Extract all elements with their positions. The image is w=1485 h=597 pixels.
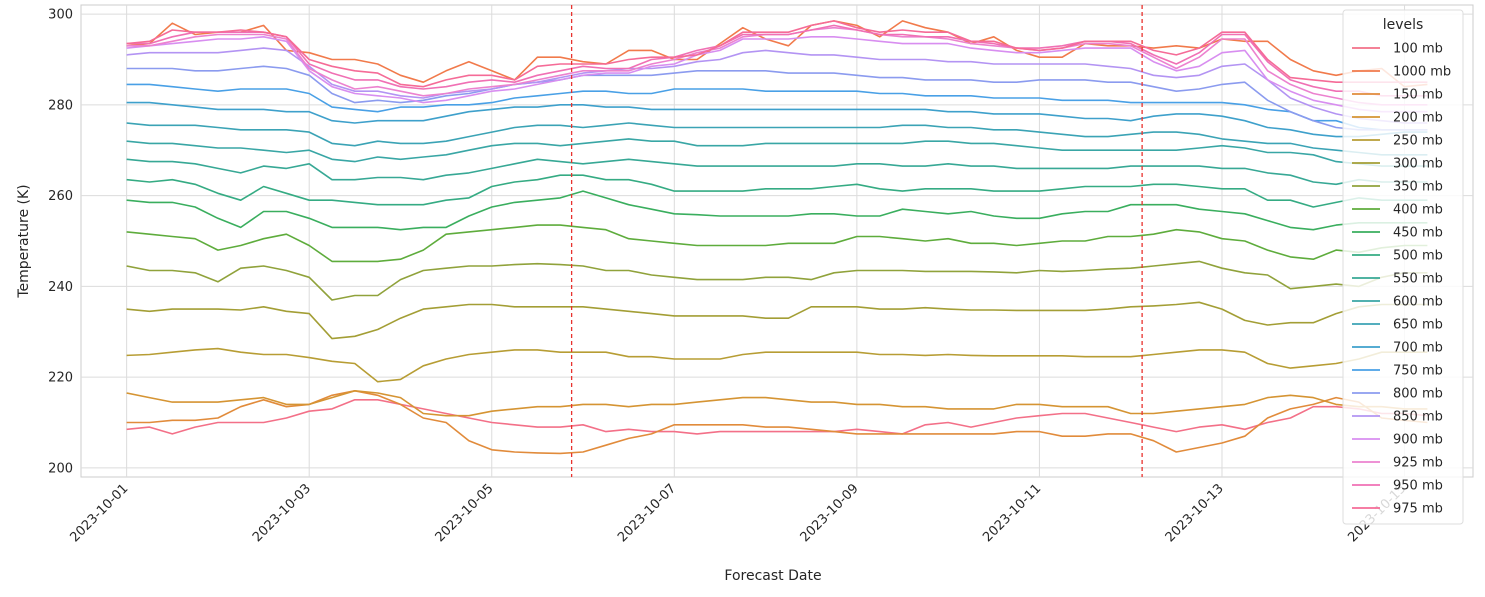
y-tick-label: 200: [48, 461, 73, 476]
x-tick-label: 2023-10-07: [615, 481, 679, 545]
legend-entry-label: 800 mb: [1393, 387, 1443, 402]
y-tick-labels: 200 220 240 260 280 300: [48, 8, 73, 477]
legend-box: [1342, 9, 1464, 525]
series-line-400-mb: [126, 224, 1428, 263]
y-tick-label: 260: [48, 189, 73, 204]
y-axis-label: Temperature (K): [16, 184, 32, 298]
series-line-250-mb: [126, 347, 1428, 383]
forecast-markers: [570, 5, 1143, 477]
series-line-850-mb: [126, 47, 1428, 124]
legend-entry-label: 650 mb: [1393, 318, 1443, 333]
x-axis-label: Forecast Date: [724, 568, 821, 584]
x-tick-label: 2023-10-05: [433, 481, 497, 545]
legend-entry-label: 925 mb: [1393, 456, 1443, 471]
x-tick-label: 2023-10-03: [250, 481, 314, 545]
series-line-750-mb: [126, 83, 1428, 131]
x-tick-label: 2023-10-09: [798, 481, 862, 545]
legend-entry-label: 750 mb: [1393, 364, 1443, 379]
y-tick-label: 240: [48, 280, 73, 295]
legend-entry-label: 1000 mb: [1393, 65, 1451, 80]
legend: levels 100 mb 1000 mb 150 mb 200 mb 250 mb 30…: [1342, 9, 1464, 525]
legend-entry-label: 550 mb: [1393, 272, 1443, 287]
legend-entry-label: 400 mb: [1393, 203, 1443, 218]
series-line-975-mb: [126, 20, 1428, 88]
legend-entry-label: 200 mb: [1393, 111, 1443, 126]
x-tick-labels: 2023-10-01 2023-10-03 2023-10-05 2023-10-07…: [67, 481, 1409, 545]
legend-entry-label: 975 mb: [1393, 502, 1443, 517]
legend-title: levels: [1383, 17, 1424, 33]
series-line-500-mb: [126, 174, 1428, 208]
series-line-200-mb: [126, 389, 1428, 417]
y-tick-label: 280: [48, 98, 73, 113]
series-line-950-mb: [126, 24, 1428, 97]
x-tick-label: 2023-10-13: [1163, 481, 1227, 545]
series-line-150-mb: [126, 389, 1428, 455]
series-line-550-mb: [126, 158, 1428, 186]
series-line-300-mb: [126, 301, 1428, 340]
x-tick-label: 2023-10-11: [980, 481, 1044, 545]
legend-entry-label: 300 mb: [1393, 157, 1443, 172]
y-tick-label: 300: [48, 8, 73, 23]
series-line-650-mb: [126, 122, 1428, 156]
legend-entry-label: 450 mb: [1393, 226, 1443, 241]
legend-entry-label: 350 mb: [1393, 180, 1443, 195]
legend-entry-label: 100 mb: [1393, 42, 1443, 57]
legend-entry-label: 150 mb: [1393, 88, 1443, 103]
y-tick-label: 220: [48, 371, 73, 386]
series-line-900-mb: [126, 35, 1428, 113]
series-line-700-mb: [126, 101, 1428, 138]
series-line-350-mb: [126, 260, 1428, 301]
series-line-450-mb: [126, 190, 1428, 231]
legend-entry-label: 700 mb: [1393, 341, 1443, 356]
legend-entry-label: 600 mb: [1393, 295, 1443, 310]
legend-entry-label: 250 mb: [1393, 134, 1443, 149]
series-line-100-mb: [126, 398, 1428, 435]
series-line-800-mb: [126, 65, 1428, 131]
legend-entry-label: 950 mb: [1393, 479, 1443, 494]
legend-entry-label: 850 mb: [1393, 410, 1443, 425]
legend-entry-label: 500 mb: [1393, 249, 1443, 264]
series-line-600-mb: [126, 138, 1428, 167]
legend-entry-label: 900 mb: [1393, 433, 1443, 448]
x-tick-label: 2023-10-01: [67, 481, 131, 545]
series-lines: [126, 20, 1428, 455]
